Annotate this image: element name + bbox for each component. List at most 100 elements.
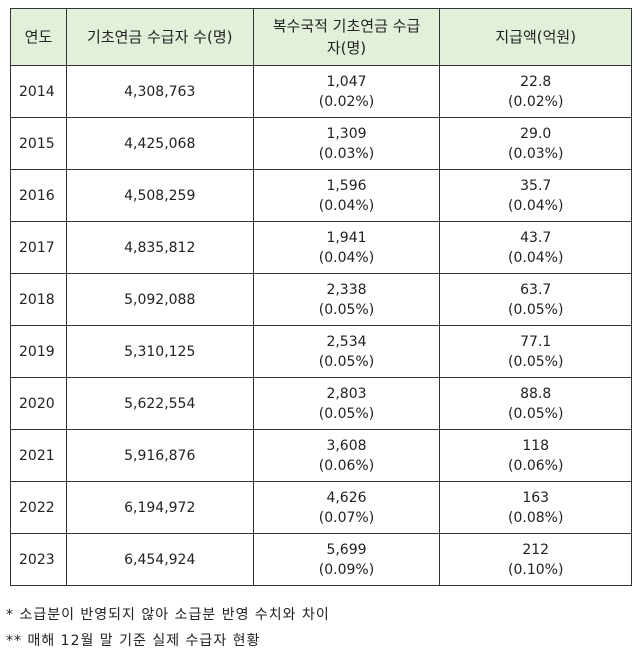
cell-value: 88.8 bbox=[520, 385, 552, 402]
year-cell: 2019 bbox=[10, 325, 67, 378]
header-cell: 기초연금 수급자 수(명) bbox=[65, 8, 254, 66]
cell-share: (0.04%) bbox=[318, 249, 375, 266]
header-cell: 연도 bbox=[10, 8, 67, 66]
recipients-cell: 4,308,763 bbox=[65, 65, 254, 118]
cell-value: 1,309 bbox=[326, 125, 367, 142]
cell-value: 212 bbox=[522, 541, 550, 558]
table-row: 2017 4,835,812 1,941 (0.04%) 43.7 (0.04%) bbox=[10, 221, 632, 274]
cell-share: (0.05%) bbox=[508, 405, 564, 422]
year-cell: 2015 bbox=[10, 117, 67, 170]
cell-share: (0.05%) bbox=[508, 353, 564, 370]
year-cell: 2023 bbox=[10, 533, 67, 586]
table-row: 2019 5,310,125 2,534 (0.05%) 77.1 (0.05%) bbox=[10, 325, 632, 378]
cell-value: 3,608 bbox=[326, 437, 367, 454]
cell-value: 77.1 bbox=[520, 333, 552, 350]
multi-nationality-cell: 1,596 (0.04%) bbox=[252, 169, 441, 222]
recipients-cell: 5,092,088 bbox=[65, 273, 254, 326]
cell-value: 1,047 bbox=[326, 73, 367, 90]
cell-share: (0.08%) bbox=[508, 509, 564, 526]
footnote: * 소급분이 반영되지 않아 소급분 반영 수치와 차이 bbox=[6, 607, 330, 623]
amount-cell: 212 (0.10%) bbox=[439, 533, 632, 586]
header-cell: 지급액(억원) bbox=[439, 8, 632, 66]
table-row: 2020 5,622,554 2,803 (0.05%) 88.8 (0.05%) bbox=[10, 377, 632, 430]
year-cell: 2017 bbox=[10, 221, 67, 274]
multi-nationality-cell: 5,699 (0.09%) bbox=[252, 533, 441, 586]
cell-value: 43.7 bbox=[520, 229, 552, 246]
cell-value: 2,338 bbox=[326, 281, 367, 298]
cell-value: 118 bbox=[522, 437, 550, 454]
multi-nationality-cell: 3,608 (0.06%) bbox=[252, 429, 441, 482]
recipients-cell: 6,454,924 bbox=[65, 533, 254, 586]
cell-share: (0.05%) bbox=[318, 301, 375, 318]
amount-cell: 35.7 (0.04%) bbox=[439, 169, 632, 222]
cell-share: (0.07%) bbox=[318, 509, 375, 526]
year-cell: 2022 bbox=[10, 481, 67, 534]
footnotes: * 소급분이 반영되지 않아 소급분 반영 수치와 차이 ** 매해 12월 말 … bbox=[6, 602, 330, 654]
recipients-cell: 4,835,812 bbox=[65, 221, 254, 274]
cell-share: (0.03%) bbox=[508, 145, 564, 162]
cell-value: 22.8 bbox=[520, 73, 552, 90]
year-cell: 2021 bbox=[10, 429, 67, 482]
header-cell: 복수국적 기초연금 수급자(명) bbox=[252, 8, 441, 66]
cell-share: (0.05%) bbox=[318, 405, 375, 422]
cell-share: (0.10%) bbox=[508, 561, 564, 578]
cell-share: (0.05%) bbox=[318, 353, 375, 370]
cell-share: (0.04%) bbox=[508, 197, 564, 214]
cell-value: 1,596 bbox=[326, 177, 367, 194]
cell-value: 163 bbox=[522, 489, 550, 506]
amount-cell: 77.1 (0.05%) bbox=[439, 325, 632, 378]
cell-share: (0.03%) bbox=[318, 145, 375, 162]
cell-value: 2,803 bbox=[326, 385, 367, 402]
cell-share: (0.04%) bbox=[508, 249, 564, 266]
header-text: 복수국적 기초연금 수급자(명) bbox=[272, 17, 421, 57]
year-cell: 2020 bbox=[10, 377, 67, 430]
header-text: 기초연금 수급자 수(명) bbox=[87, 28, 233, 46]
table-row: 2022 6,194,972 4,626 (0.07%) 163 (0.08%) bbox=[10, 481, 632, 534]
multi-nationality-cell: 1,941 (0.04%) bbox=[252, 221, 441, 274]
cell-share: (0.06%) bbox=[508, 457, 564, 474]
cell-share: (0.09%) bbox=[318, 561, 375, 578]
cell-share: (0.06%) bbox=[318, 457, 375, 474]
cell-share: (0.02%) bbox=[318, 93, 375, 110]
header-text: 지급액(억원) bbox=[495, 28, 577, 46]
cell-value: 63.7 bbox=[520, 281, 552, 298]
cell-value: 35.7 bbox=[520, 177, 552, 194]
multi-nationality-cell: 2,803 (0.05%) bbox=[252, 377, 441, 430]
header-text: 연도 bbox=[24, 28, 53, 46]
multi-nationality-cell: 1,047 (0.02%) bbox=[252, 65, 441, 118]
cell-value: 1,941 bbox=[326, 229, 367, 246]
footnote: ** 매해 12월 말 기준 실제 수급자 현황 bbox=[6, 633, 261, 649]
recipients-cell: 6,194,972 bbox=[65, 481, 254, 534]
cell-share: (0.02%) bbox=[508, 93, 564, 110]
table-row: 2018 5,092,088 2,338 (0.05%) 63.7 (0.05%) bbox=[10, 273, 632, 326]
multi-nationality-cell: 1,309 (0.03%) bbox=[252, 117, 441, 170]
table-row: 2015 4,425,068 1,309 (0.03%) 29.0 (0.03%) bbox=[10, 117, 632, 170]
amount-cell: 63.7 (0.05%) bbox=[439, 273, 632, 326]
recipients-cell: 4,508,259 bbox=[65, 169, 254, 222]
cell-value: 5,699 bbox=[326, 541, 367, 558]
header-row: 연도 기초연금 수급자 수(명) 복수국적 기초연금 수급자(명) 지급액(억원) bbox=[10, 8, 632, 66]
table-row: 2023 6,454,924 5,699 (0.09%) 212 (0.10%) bbox=[10, 533, 632, 586]
amount-cell: 22.8 (0.02%) bbox=[439, 65, 632, 118]
amount-cell: 43.7 (0.04%) bbox=[439, 221, 632, 274]
multi-nationality-cell: 2,338 (0.05%) bbox=[252, 273, 441, 326]
year-cell: 2016 bbox=[10, 169, 67, 222]
cell-value: 2,534 bbox=[326, 333, 367, 350]
amount-cell: 118 (0.06%) bbox=[439, 429, 632, 482]
cell-share: (0.04%) bbox=[318, 197, 375, 214]
recipients-cell: 5,310,125 bbox=[65, 325, 254, 378]
data-table: 연도 기초연금 수급자 수(명) 복수국적 기초연금 수급자(명) 지급액(억원) 2… bbox=[10, 8, 632, 586]
amount-cell: 29.0 (0.03%) bbox=[439, 117, 632, 170]
year-cell: 2014 bbox=[10, 65, 67, 118]
cell-share: (0.05%) bbox=[508, 301, 564, 318]
amount-cell: 163 (0.08%) bbox=[439, 481, 632, 534]
amount-cell: 88.8 (0.05%) bbox=[439, 377, 632, 430]
cell-value: 29.0 bbox=[520, 125, 552, 142]
multi-nationality-cell: 2,534 (0.05%) bbox=[252, 325, 441, 378]
recipients-cell: 4,425,068 bbox=[65, 117, 254, 170]
year-cell: 2018 bbox=[10, 273, 67, 326]
table-row: 2021 5,916,876 3,608 (0.06%) 118 (0.06%) bbox=[10, 429, 632, 482]
table-row: 2016 4,508,259 1,596 (0.04%) 35.7 (0.04%) bbox=[10, 169, 632, 222]
table-row: 2014 4,308,763 1,047 (0.02%) 22.8 (0.02%) bbox=[10, 65, 632, 118]
